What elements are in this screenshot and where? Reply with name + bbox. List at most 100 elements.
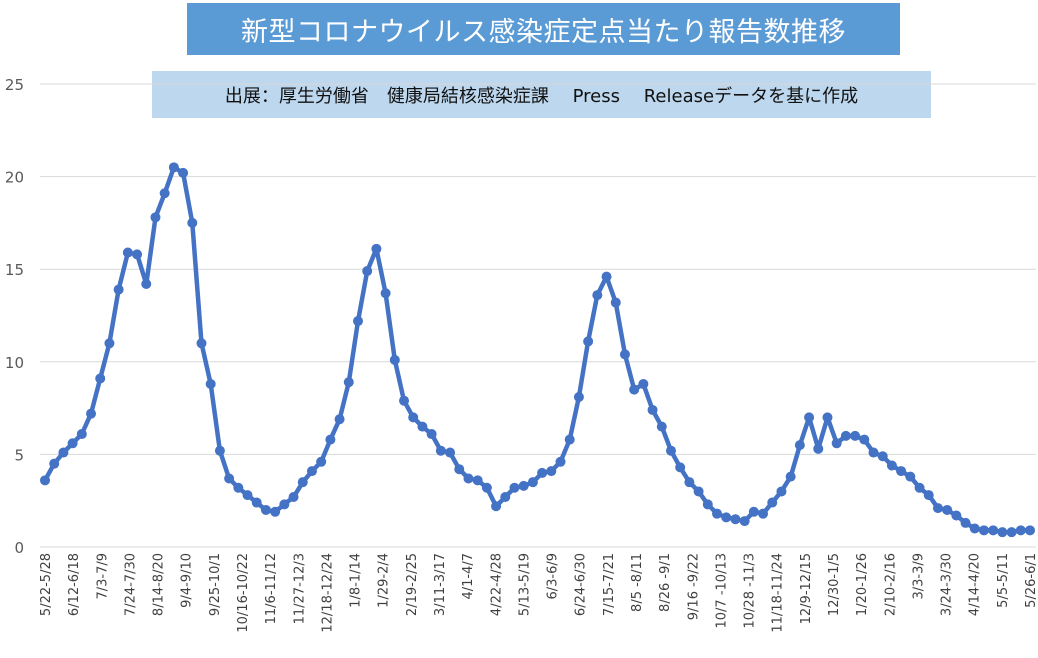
data-point <box>58 447 69 458</box>
data-point <box>472 475 483 486</box>
data-point <box>389 354 400 365</box>
x-tick-label: 1/20-1/26 <box>855 553 870 616</box>
x-tick-label: 9/4-9/10 <box>180 553 195 608</box>
x-tick-label: 5/26-6/1 <box>1024 553 1038 608</box>
series-weekly-reports <box>40 162 1035 538</box>
data-point <box>86 408 97 419</box>
data-point <box>914 482 925 493</box>
data-point <box>693 486 704 497</box>
data-point <box>776 486 787 497</box>
x-tick-label: 6/24-6/30 <box>574 553 589 616</box>
x-tick-label: 4/1-4/7 <box>461 553 476 600</box>
data-point <box>122 247 133 258</box>
data-point <box>988 525 999 536</box>
data-point <box>896 466 907 477</box>
data-point <box>629 384 640 395</box>
data-point <box>758 508 769 519</box>
data-point <box>942 504 953 515</box>
x-tick-label: 5/5-5/11 <box>996 553 1011 608</box>
x-tick-label: 5/22-5/28 <box>39 553 54 616</box>
data-point <box>288 491 299 502</box>
data-point <box>141 279 152 290</box>
data-point <box>187 217 198 228</box>
x-tick-label: 10/28 -11/3 <box>743 553 758 628</box>
data-point <box>785 471 796 482</box>
x-tick-label: 1/29-2/4 <box>377 553 392 608</box>
data-point <box>813 443 824 454</box>
data-point <box>721 512 732 523</box>
data-point <box>997 527 1008 538</box>
data-point <box>168 162 179 173</box>
x-tick-label: 5/13-5/19 <box>517 553 532 616</box>
data-point <box>647 404 658 415</box>
data-point <box>610 297 621 308</box>
data-point <box>325 434 336 445</box>
data-point <box>573 391 584 402</box>
x-tick-label: 2/10-2/16 <box>883 553 898 616</box>
x-tick-label: 3/24-3/30 <box>940 553 955 616</box>
data-point <box>1006 527 1017 538</box>
data-point <box>454 464 465 475</box>
data-point <box>196 338 207 349</box>
x-axis-tick-labels: 5/22-5/28 6/12-6/18 7/3-7/9 7/24-7/30 8/14-8… <box>39 553 1038 633</box>
data-point <box>951 510 962 521</box>
data-point <box>306 466 317 477</box>
y-tick-label: 0 <box>14 539 24 557</box>
data-point <box>675 462 686 473</box>
data-point <box>49 458 60 469</box>
x-tick-label: 12/30-1/5 <box>827 553 842 616</box>
data-point <box>619 349 630 360</box>
y-axis-tick-labels: 0 5 10 15 20 25 <box>5 76 24 557</box>
x-tick-label: 4/22-4/28 <box>489 553 504 616</box>
data-point <box>518 480 529 491</box>
data-point <box>831 438 842 449</box>
data-point <box>748 506 759 517</box>
data-point <box>730 514 741 525</box>
y-tick-label: 5 <box>14 446 24 464</box>
x-tick-label: 8/26 -9/1 <box>658 553 673 612</box>
y-tick-label: 10 <box>5 354 24 372</box>
data-point <box>297 477 308 488</box>
x-tick-label: 1/8-1/14 <box>349 553 364 608</box>
data-point <box>665 445 676 456</box>
data-point <box>850 430 861 441</box>
data-point <box>159 188 170 199</box>
data-point <box>251 497 262 508</box>
x-tick-label: 6/3-6/9 <box>546 553 561 600</box>
data-point <box>371 243 382 254</box>
data-point <box>242 490 253 501</box>
x-tick-label: 12/18-12/24 <box>320 553 335 633</box>
data-point <box>684 477 695 488</box>
x-tick-label: 10/7 -10/13 <box>714 553 729 628</box>
data-point <box>886 460 897 471</box>
data-point <box>408 412 419 423</box>
y-tick-label: 15 <box>5 261 24 279</box>
data-point <box>334 414 345 425</box>
data-point <box>279 499 290 510</box>
data-point <box>270 506 281 517</box>
data-point <box>1025 525 1035 536</box>
data-point <box>214 445 225 456</box>
data-point <box>923 490 934 501</box>
data-point <box>969 523 980 534</box>
data-point <box>178 167 189 178</box>
x-tick-label: 8/14-8/20 <box>152 553 167 616</box>
data-point <box>509 482 520 493</box>
x-tick-label: 11/6-11/12 <box>264 553 279 624</box>
data-point <box>555 456 566 467</box>
data-point <box>95 373 106 384</box>
data-point <box>399 395 410 406</box>
data-point <box>76 429 87 440</box>
data-point <box>978 525 989 536</box>
data-point <box>868 447 879 458</box>
data-point <box>500 491 511 502</box>
data-point <box>380 288 391 299</box>
data-point <box>426 429 437 440</box>
data-point <box>767 497 778 508</box>
data-point <box>435 445 446 456</box>
source-note: 出展：厚生労働省 健康局結核感染症課 Press Releaseデータを基に作成 <box>152 71 931 118</box>
x-tick-label: 7/24-7/30 <box>123 553 138 616</box>
data-point <box>150 212 161 223</box>
data-point <box>40 475 50 486</box>
